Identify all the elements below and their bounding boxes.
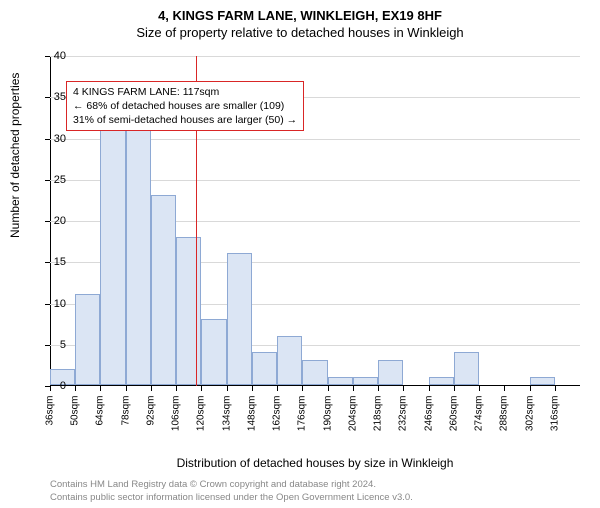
xtick-mark [277, 386, 278, 391]
ytick-label: 35 [36, 91, 66, 103]
histogram-bar [454, 352, 479, 385]
xtick-mark [252, 386, 253, 391]
annotation-line: ← 68% of detached houses are smaller (10… [73, 99, 297, 113]
histogram-bar [100, 129, 125, 385]
chart-area: 4 KINGS FARM LANE: 117sqm← 68% of detach… [50, 56, 580, 436]
xtick-label: 316sqm [549, 396, 560, 440]
y-axis-label: Number of detached properties [8, 73, 22, 238]
xtick-mark [151, 386, 152, 391]
xtick-mark [353, 386, 354, 391]
footer-line-2: Contains public sector information licen… [50, 492, 413, 504]
histogram-bar [227, 253, 252, 385]
xtick-label: 36sqm [45, 396, 56, 440]
plot-region: 4 KINGS FARM LANE: 117sqm← 68% of detach… [50, 56, 580, 386]
histogram-bar [328, 377, 353, 385]
xtick-label: 246sqm [423, 396, 434, 440]
xtick-label: 120sqm [196, 396, 207, 440]
ytick-label: 5 [36, 339, 66, 351]
xtick-label: 176sqm [297, 396, 308, 440]
xtick-mark [328, 386, 329, 391]
footer-line-1: Contains HM Land Registry data © Crown c… [50, 479, 413, 491]
histogram-bar [277, 336, 302, 386]
histogram-bar [201, 319, 226, 385]
ytick-label: 0 [36, 380, 66, 392]
xtick-mark [176, 386, 177, 391]
ytick-label: 15 [36, 256, 66, 268]
footer-attribution: Contains HM Land Registry data © Crown c… [50, 479, 413, 504]
ytick-label: 10 [36, 298, 66, 310]
ytick-label: 30 [36, 133, 66, 145]
xtick-label: 302sqm [524, 396, 535, 440]
xtick-mark [378, 386, 379, 391]
histogram-bar [151, 195, 176, 385]
histogram-bar [429, 377, 454, 385]
xtick-label: 190sqm [322, 396, 333, 440]
xtick-label: 134sqm [221, 396, 232, 440]
histogram-bar [378, 360, 403, 385]
xtick-mark [201, 386, 202, 391]
x-axis-label: Distribution of detached houses by size … [50, 456, 580, 470]
annotation-line: 31% of semi-detached houses are larger (… [73, 113, 297, 127]
xtick-label: 92sqm [145, 396, 156, 440]
annotation-line: 4 KINGS FARM LANE: 117sqm [73, 85, 297, 99]
xtick-mark [75, 386, 76, 391]
gridline [50, 56, 580, 57]
ytick-label: 40 [36, 50, 66, 62]
xtick-label: 106sqm [171, 396, 182, 440]
ytick-label: 20 [36, 215, 66, 227]
xtick-mark [126, 386, 127, 391]
chart-title-sub: Size of property relative to detached ho… [0, 25, 600, 40]
xtick-mark [302, 386, 303, 391]
ytick-label: 25 [36, 174, 66, 186]
histogram-bar [176, 237, 201, 386]
xtick-mark [454, 386, 455, 391]
xtick-mark [429, 386, 430, 391]
histogram-bar [126, 121, 151, 385]
xtick-label: 64sqm [95, 396, 106, 440]
histogram-bar [302, 360, 327, 385]
xtick-label: 50sqm [70, 396, 81, 440]
x-axis-line [50, 385, 580, 386]
xtick-label: 148sqm [246, 396, 257, 440]
annotation-box: 4 KINGS FARM LANE: 117sqm← 68% of detach… [66, 81, 304, 132]
chart-title-main: 4, KINGS FARM LANE, WINKLEIGH, EX19 8HF [0, 8, 600, 23]
xtick-label: 218sqm [373, 396, 384, 440]
xtick-mark [555, 386, 556, 391]
xtick-mark [403, 386, 404, 391]
xtick-label: 274sqm [474, 396, 485, 440]
xtick-mark [479, 386, 480, 391]
xtick-mark [100, 386, 101, 391]
histogram-bar [530, 377, 555, 385]
xtick-mark [530, 386, 531, 391]
histogram-bar [353, 377, 378, 385]
xtick-label: 260sqm [448, 396, 459, 440]
histogram-bar [75, 294, 100, 385]
xtick-label: 288sqm [499, 396, 510, 440]
xtick-label: 232sqm [398, 396, 409, 440]
xtick-label: 204sqm [347, 396, 358, 440]
xtick-mark [504, 386, 505, 391]
histogram-bar [252, 352, 277, 385]
xtick-label: 162sqm [272, 396, 283, 440]
xtick-label: 78sqm [120, 396, 131, 440]
xtick-mark [227, 386, 228, 391]
